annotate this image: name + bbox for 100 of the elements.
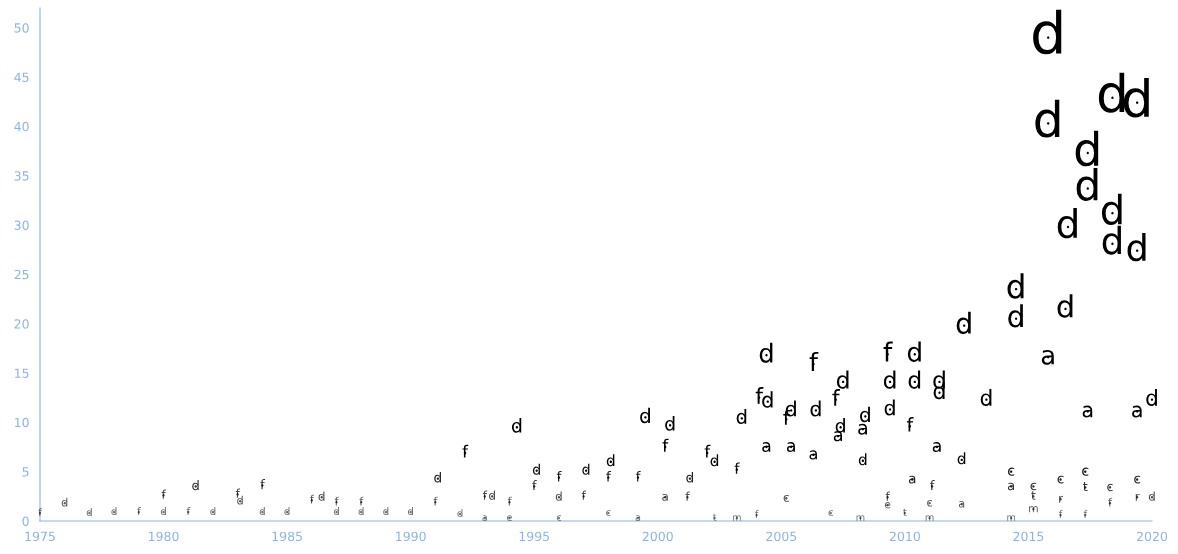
- text: d: [858, 453, 867, 466]
- text: f: [482, 490, 488, 500]
- text: d: [457, 509, 463, 518]
- series-label: m: [732, 515, 741, 521]
- text: f: [532, 480, 537, 491]
- series-label: c: [556, 515, 562, 521]
- x-tick-label: 2020: [1137, 531, 1168, 542]
- text: d: [956, 311, 971, 335]
- text: d: [86, 508, 92, 517]
- y-tick-label: 15: [15, 368, 29, 378]
- text: f: [704, 444, 711, 458]
- text: a: [932, 442, 941, 453]
- text: d: [511, 418, 522, 433]
- text: c: [1107, 483, 1113, 492]
- text: t: [1031, 491, 1036, 500]
- text: d: [111, 507, 117, 516]
- x-tick-label: 2005: [766, 531, 797, 542]
- text: m: [1029, 506, 1038, 513]
- text: d: [1123, 77, 1149, 118]
- text: f: [433, 496, 438, 506]
- text: d: [606, 454, 615, 467]
- text: d: [1057, 208, 1077, 239]
- text: f: [930, 480, 935, 491]
- text: a: [958, 500, 965, 508]
- text: d: [1102, 225, 1121, 255]
- text: d: [489, 490, 495, 500]
- text: d: [1007, 273, 1024, 299]
- text: f: [1083, 510, 1088, 518]
- text: d: [259, 507, 265, 516]
- text: f: [606, 470, 612, 482]
- text: a: [1007, 482, 1014, 491]
- text: d: [582, 463, 590, 475]
- y-tick-label: 50: [14, 23, 29, 33]
- text: f: [883, 341, 893, 362]
- text: c: [1030, 482, 1037, 491]
- text: f: [734, 462, 740, 474]
- text: f: [1108, 497, 1113, 507]
- text: c: [1007, 467, 1015, 476]
- y-tick-label: 10: [15, 417, 29, 428]
- text: a: [482, 515, 487, 521]
- text: f: [832, 389, 840, 406]
- text: f: [809, 351, 819, 372]
- x-tick-label: 1985: [272, 531, 302, 542]
- text: c: [828, 510, 833, 517]
- text: f: [507, 496, 512, 506]
- text: d: [710, 454, 719, 467]
- text: t: [712, 513, 717, 521]
- text: f: [581, 490, 586, 500]
- text: a: [786, 442, 795, 453]
- text: d: [640, 407, 650, 424]
- text: a: [635, 515, 641, 521]
- text: d: [860, 406, 870, 423]
- text: m: [1007, 515, 1016, 521]
- text: d: [1035, 99, 1060, 138]
- y-tick-label: 20: [14, 319, 29, 329]
- text: f: [310, 494, 315, 504]
- text: f: [685, 491, 690, 501]
- text: c: [1057, 475, 1064, 484]
- text: d: [883, 370, 896, 389]
- text: a: [1132, 405, 1142, 418]
- text: c: [1134, 475, 1141, 484]
- series-label: e: [884, 502, 891, 509]
- series-label: a: [1041, 349, 1054, 365]
- text: f: [885, 491, 890, 501]
- text: d: [759, 342, 773, 363]
- text: f: [1058, 510, 1063, 518]
- text: d: [61, 497, 68, 507]
- text: d: [407, 507, 414, 516]
- text: d: [1127, 232, 1146, 262]
- text: f: [755, 387, 764, 404]
- text: f: [260, 479, 265, 490]
- text: c: [606, 510, 611, 517]
- text: f: [906, 417, 914, 432]
- text: f: [359, 496, 364, 506]
- y-tick-label: 5: [22, 467, 29, 477]
- text: d: [908, 370, 921, 389]
- x-tick-label: 2000: [642, 531, 673, 542]
- text: d: [1008, 304, 1023, 328]
- text: r: [1059, 495, 1064, 503]
- text: d: [318, 491, 325, 501]
- text: d: [836, 370, 849, 389]
- text: a: [908, 475, 916, 484]
- text: d: [532, 463, 540, 475]
- text: t: [903, 508, 907, 516]
- text: m: [925, 515, 934, 521]
- series-label: r: [1135, 493, 1140, 501]
- text: d: [210, 507, 216, 516]
- text: c: [927, 499, 933, 507]
- text: d: [1101, 193, 1122, 225]
- text: d: [1076, 167, 1098, 201]
- text: m: [856, 515, 865, 521]
- text: d: [434, 471, 441, 483]
- text: d: [1033, 9, 1062, 55]
- series-label: t: [1083, 482, 1088, 491]
- text: f: [755, 510, 759, 518]
- text: c: [783, 494, 789, 502]
- x-tick-label: 1980: [149, 531, 179, 542]
- text: f: [161, 489, 166, 499]
- text: f: [462, 444, 469, 458]
- text: d: [358, 507, 364, 516]
